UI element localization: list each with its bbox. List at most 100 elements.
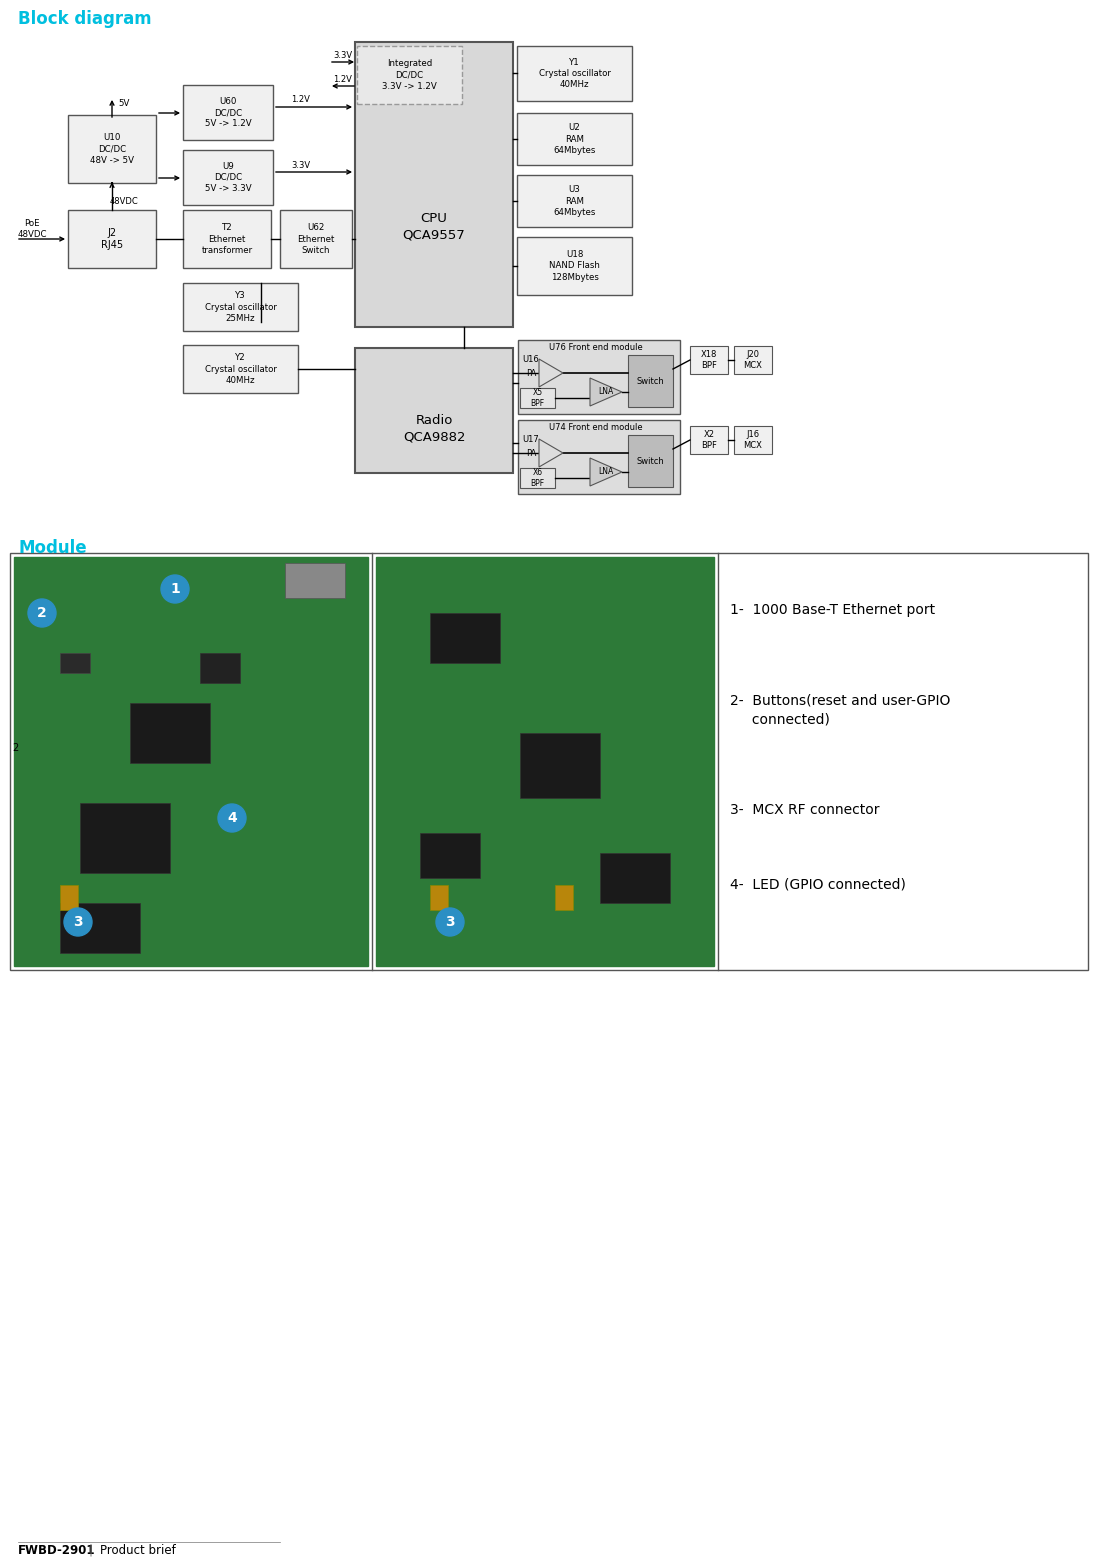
Text: J16
MCX: J16 MCX [743, 430, 762, 450]
Text: 3.3V: 3.3V [291, 161, 311, 169]
Polygon shape [590, 458, 621, 486]
Text: U10
DC/DC
48V -> 5V: U10 DC/DC 48V -> 5V [90, 133, 134, 164]
Bar [60, 885, 78, 910]
Circle shape [219, 804, 246, 832]
Bar [690, 346, 728, 374]
Bar [183, 210, 271, 267]
Bar [183, 150, 273, 205]
Bar [430, 885, 448, 910]
Bar [690, 425, 728, 454]
Text: X5
BPF: X5 BPF [530, 388, 545, 408]
Bar [130, 702, 210, 763]
Bar [280, 210, 352, 267]
Bar [14, 557, 368, 967]
Text: U16: U16 [523, 355, 539, 364]
Text: 5V: 5V [119, 99, 130, 108]
Text: LNA: LNA [598, 468, 614, 477]
Text: CPU
QCA9557: CPU QCA9557 [403, 213, 466, 241]
Text: T2
Ethernet
transformer: T2 Ethernet transformer [201, 224, 253, 255]
Bar [80, 802, 170, 873]
Bar [68, 116, 156, 183]
Text: Integrated
DC/DC
3.3V -> 1.2V: Integrated DC/DC 3.3V -> 1.2V [382, 59, 437, 91]
Circle shape [29, 599, 56, 627]
Text: PA: PA [526, 369, 536, 377]
Text: U18
NAND Flash
128Mbytes: U18 NAND Flash 128Mbytes [549, 250, 600, 282]
Text: 1.2V: 1.2V [292, 95, 311, 105]
Text: X18
BPF: X18 BPF [701, 350, 717, 371]
Text: U3
RAM
64Mbytes: U3 RAM 64Mbytes [553, 186, 596, 216]
Text: Switch: Switch [637, 457, 664, 466]
Circle shape [64, 909, 92, 935]
Text: 2-  Buttons(reset and user-GPIO
     connected): 2- Buttons(reset and user-GPIO connected… [730, 693, 951, 727]
Bar [628, 355, 673, 407]
Bar [628, 435, 673, 486]
Bar [355, 349, 513, 472]
Bar [517, 45, 632, 102]
Text: 1: 1 [170, 582, 180, 596]
Text: 4: 4 [227, 812, 237, 824]
Bar [517, 113, 632, 164]
Text: Module: Module [18, 540, 87, 557]
Text: J2
RJ45: J2 RJ45 [101, 228, 123, 250]
Text: 3: 3 [445, 915, 455, 929]
Bar [376, 557, 714, 967]
Text: X6
BPF: X6 BPF [530, 468, 545, 488]
Bar [421, 834, 480, 877]
Text: U2
RAM
64Mbytes: U2 RAM 64Mbytes [553, 124, 596, 155]
Bar [518, 421, 680, 494]
Polygon shape [590, 378, 621, 407]
Text: U76 Front end module: U76 Front end module [549, 343, 642, 352]
Bar [68, 210, 156, 267]
Polygon shape [539, 439, 563, 468]
Text: U17: U17 [523, 435, 539, 444]
Text: LNA: LNA [598, 388, 614, 397]
Bar [183, 283, 298, 332]
Text: 1.2V: 1.2V [334, 75, 352, 84]
Text: Block diagram: Block diagram [18, 9, 152, 28]
Text: 3.3V: 3.3V [334, 52, 352, 61]
Bar [520, 388, 554, 408]
Text: Radio
QCA9882: Radio QCA9882 [403, 414, 466, 443]
Bar [200, 654, 240, 683]
Bar [60, 902, 141, 952]
Text: PoE
48VDC: PoE 48VDC [18, 219, 47, 239]
Text: Y3
Crystal oscillator
25MHz: Y3 Crystal oscillator 25MHz [204, 291, 277, 322]
Bar [517, 238, 632, 296]
Text: FWBD-2901: FWBD-2901 [18, 1544, 96, 1556]
Text: X2
BPF: X2 BPF [701, 430, 717, 450]
Bar [355, 42, 513, 327]
Bar [520, 734, 600, 798]
Bar [554, 885, 573, 910]
Bar [430, 613, 500, 663]
Bar [518, 339, 680, 414]
Circle shape [436, 909, 464, 935]
Text: Switch: Switch [637, 377, 664, 385]
Text: Y2
Crystal oscillator
40MHz: Y2 Crystal oscillator 40MHz [204, 353, 277, 385]
Text: U62
Ethernet
Switch: U62 Ethernet Switch [298, 224, 335, 255]
Bar [60, 654, 90, 673]
Text: U60
DC/DC
5V -> 1.2V: U60 DC/DC 5V -> 1.2V [204, 97, 251, 128]
Bar [520, 468, 554, 488]
Bar [183, 346, 298, 393]
Text: 3: 3 [74, 915, 82, 929]
Text: U9
DC/DC
5V -> 3.3V: U9 DC/DC 5V -> 3.3V [204, 163, 251, 192]
Bar [733, 346, 772, 374]
Text: Product brief: Product brief [100, 1544, 176, 1556]
Text: PA: PA [526, 449, 536, 458]
Text: Y1
Crystal oscillator
40MHz: Y1 Crystal oscillator 40MHz [538, 58, 610, 89]
Bar [357, 45, 462, 103]
Circle shape [161, 576, 189, 604]
Bar [733, 425, 772, 454]
Text: 4-  LED (GPIO connected): 4- LED (GPIO connected) [730, 877, 906, 891]
Bar [10, 554, 1088, 970]
Polygon shape [539, 360, 563, 386]
Text: 2: 2 [12, 743, 19, 752]
Bar [183, 84, 273, 141]
Text: 3-  MCX RF connector: 3- MCX RF connector [730, 802, 879, 816]
Text: 48VDC: 48VDC [110, 197, 138, 206]
Text: 1-  1000 Base-T Ethernet port: 1- 1000 Base-T Ethernet port [730, 604, 935, 618]
Bar [285, 563, 345, 597]
Text: |: | [88, 1544, 92, 1556]
Text: 2: 2 [37, 605, 47, 619]
Text: J20
MCX: J20 MCX [743, 350, 762, 371]
